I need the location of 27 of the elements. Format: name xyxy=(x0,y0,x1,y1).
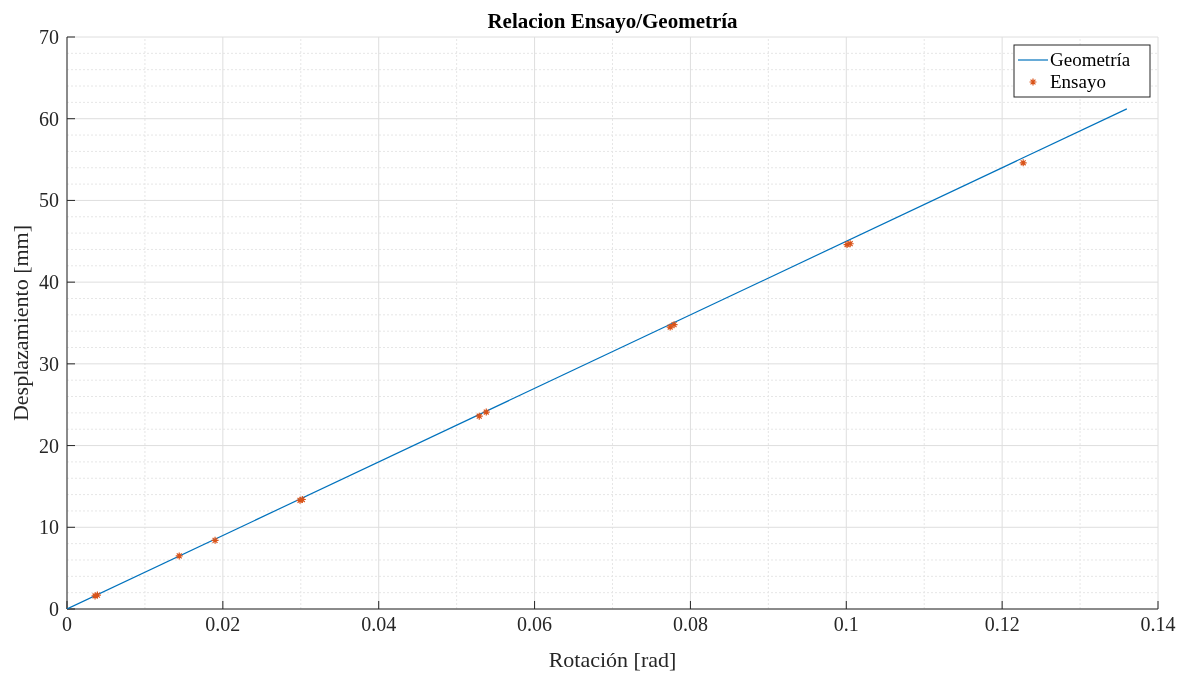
x-tick-label: 0.08 xyxy=(672,613,708,635)
point xyxy=(846,239,855,248)
point xyxy=(210,536,220,545)
x-tick-label: 0.02 xyxy=(205,613,241,635)
x-tick-label: 0.12 xyxy=(984,613,1020,635)
point xyxy=(669,320,679,329)
y-axis-title: Desplazamiento [mm] xyxy=(8,224,33,422)
x-tick-label: 0.14 xyxy=(1140,613,1176,635)
legend-label: Ensayo xyxy=(1050,71,1106,92)
legend-label: Geometría xyxy=(1050,49,1131,70)
y-tick-label: 70 xyxy=(39,26,59,48)
x-axis-title: Rotación [rad] xyxy=(548,647,677,672)
x-tick-label: 0.06 xyxy=(517,613,553,635)
point xyxy=(298,495,307,504)
y-tick-label: 0 xyxy=(49,598,59,620)
point xyxy=(1019,158,1028,167)
point xyxy=(175,551,184,560)
y-tick-label: 40 xyxy=(39,271,59,294)
y-tick-label: 60 xyxy=(39,107,59,130)
x-tick-label: 0.1 xyxy=(833,613,859,635)
chart-title: Relacion Ensayo/Geometría xyxy=(487,9,739,33)
point xyxy=(666,322,675,332)
y-tick-label: 50 xyxy=(39,189,59,212)
y-tick-label: 10 xyxy=(39,516,59,539)
y-tick-label: 30 xyxy=(39,352,59,375)
x-tick-label: 0.04 xyxy=(361,613,397,635)
y-tick-label: 20 xyxy=(39,434,59,457)
